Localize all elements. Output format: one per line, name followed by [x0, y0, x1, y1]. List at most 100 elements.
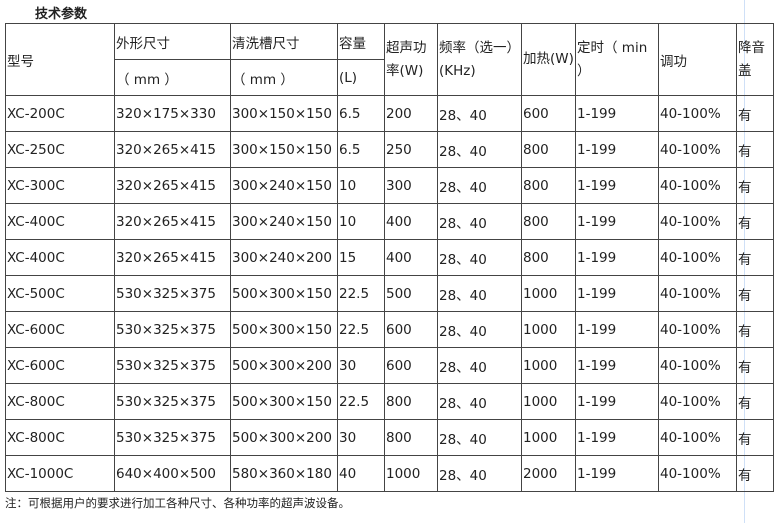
table-cell: 800 — [384, 383, 438, 420]
table-cell: 2000 — [521, 455, 576, 492]
table-cell: 320×265×415 — [114, 203, 231, 240]
table-row: XC-600C 530×325×375 500×300×200 30 600 28、40 1… — [5, 347, 774, 384]
table-cell: 有 — [736, 239, 774, 276]
table-cell: 320×265×415 — [114, 167, 231, 204]
table-cell: 40-100% — [658, 419, 737, 456]
table-cell: 400 — [384, 239, 438, 276]
table-cell: 530×325×375 — [114, 419, 231, 456]
header-model: 型号 — [5, 23, 115, 96]
table-cell: 40-100% — [658, 167, 737, 204]
table-cell: 40-100% — [658, 203, 737, 240]
table-cell: 40-100% — [658, 455, 737, 492]
table-row: XC-500C 530×325×375 500×300×150 22.5 500 28、4… — [5, 275, 774, 312]
table-cell: 有 — [736, 275, 774, 312]
table-cell: 1000 — [521, 347, 576, 384]
table-cell: 6.5 — [337, 95, 385, 132]
footnote: 注：可根据用户的要求进行加工各种尺寸、各种功率的超声波设备。 — [5, 496, 350, 510]
table-cell: 有 — [736, 95, 774, 132]
table-row: XC-800C 530×325×375 500×300×200 30 800 28、40 1… — [5, 419, 774, 456]
table-cell: XC-300C — [5, 167, 115, 204]
table-cell: 1000 — [521, 419, 576, 456]
table-cell: 30 — [337, 347, 385, 384]
table-cell: 1-199 — [575, 95, 659, 132]
header-ultrasonic-power: 超声功率(W) — [384, 23, 438, 96]
table-cell: 1-199 — [575, 455, 659, 492]
table-cell: 300 — [384, 167, 438, 204]
table-cell: 500×300×200 — [230, 419, 338, 456]
table-row: XC-250C 320×265×415 300×150×150 6.5 250 28、40… — [5, 131, 774, 168]
table-cell: 40-100% — [658, 347, 737, 384]
table-cell: 1000 — [384, 455, 438, 492]
table-cell: 有 — [736, 419, 774, 456]
table-cell: 1-199 — [575, 383, 659, 420]
table-cell: 22.5 — [337, 311, 385, 348]
table-cell: XC-600C — [5, 311, 115, 348]
header-unit-row: （ mm ） （ mm ） (L) — [6, 59, 774, 96]
header-tank-size: 清洗槽尺寸 — [230, 23, 338, 60]
table-cell: 10 — [337, 167, 385, 204]
table-cell: 28、40 — [437, 131, 522, 168]
section-title: 技术参数 — [35, 7, 88, 22]
table-cell: 600 — [384, 347, 438, 384]
table-cell: 500×300×150 — [230, 275, 338, 312]
table-cell: 有 — [736, 455, 774, 492]
table-cell: 22.5 — [337, 383, 385, 420]
table-cell: XC-200C — [5, 95, 115, 132]
table-cell: 320×175×330 — [114, 95, 231, 132]
header-heating: 加热(W) — [521, 23, 576, 96]
table-cell: 1-199 — [575, 131, 659, 168]
table-cell: 28、40 — [437, 419, 522, 456]
table-cell: 300×240×150 — [230, 167, 338, 204]
table-cell: 250 — [384, 131, 438, 168]
spec-table: 型号 外形尺寸 清洗槽尺寸 容量 超声功率(W) 频率（选一）(KHz) 加热(… — [5, 23, 774, 492]
table-cell: 320×265×415 — [114, 131, 231, 168]
table-row: XC-1000C 640×400×500 580×360×180 40 1000 28、4… — [5, 455, 774, 492]
header-row: 型号 外形尺寸 清洗槽尺寸 容量 超声功率(W) 频率（选一）(KHz) 加热(… — [5, 23, 774, 96]
table-cell: 300×240×150 — [230, 203, 338, 240]
table-cell: 400 — [384, 203, 438, 240]
table-cell: 40-100% — [658, 311, 737, 348]
table-cell: 有 — [736, 167, 774, 204]
table-cell: 40 — [337, 455, 385, 492]
table-row: XC-400C 320×265×415 300×240×150 10 400 28、40 8… — [5, 203, 774, 240]
table-cell: XC-600C — [5, 347, 115, 384]
table-cell: 300×240×200 — [230, 239, 338, 276]
table-cell: 6.5 — [337, 131, 385, 168]
table-cell: 300×150×150 — [230, 95, 338, 132]
table-cell: 10 — [337, 203, 385, 240]
table-cell: 22.5 — [337, 275, 385, 312]
table-cell: 40-100% — [658, 239, 737, 276]
table-cell: 800 — [384, 419, 438, 456]
table-cell: 500 — [384, 275, 438, 312]
header-frequency: 频率（选一）(KHz) — [437, 23, 522, 96]
table-cell: 有 — [736, 131, 774, 168]
table-cell: 28、40 — [437, 95, 522, 132]
table-cell: XC-1000C — [5, 455, 115, 492]
table-cell: 28、40 — [437, 383, 522, 420]
table-cell: 580×360×180 — [230, 455, 338, 492]
table-cell: 1-199 — [575, 167, 659, 204]
table-cell: 28、40 — [437, 167, 522, 204]
table-cell: 28、40 — [437, 275, 522, 312]
table-cell: 530×325×375 — [114, 347, 231, 384]
table-cell: 500×300×150 — [230, 311, 338, 348]
table-cell: 800 — [521, 203, 576, 240]
table-cell: 28、40 — [437, 311, 522, 348]
table-cell: 1-199 — [575, 275, 659, 312]
table-cell: 30 — [337, 419, 385, 456]
table-cell: 600 — [384, 311, 438, 348]
header-outer-size: 外形尺寸 — [114, 23, 231, 60]
table-cell: 500×300×200 — [230, 347, 338, 384]
table-row: XC-800C 530×325×375 500×300×150 22.5 800 28、4… — [5, 383, 774, 420]
table-row: XC-200C 320×175×330 300×150×150 6.5 200 28、40… — [5, 95, 774, 132]
table-cell: XC-800C — [5, 383, 115, 420]
table-cell: 40-100% — [658, 131, 737, 168]
table-cell: 40-100% — [658, 383, 737, 420]
header-capacity-unit: (L) — [337, 59, 385, 96]
table-cell: 200 — [384, 95, 438, 132]
table-cell: 1-199 — [575, 311, 659, 348]
table-cell: 1000 — [521, 311, 576, 348]
table-cell: 530×325×375 — [114, 275, 231, 312]
table-cell: 有 — [736, 311, 774, 348]
table-cell: 800 — [521, 167, 576, 204]
